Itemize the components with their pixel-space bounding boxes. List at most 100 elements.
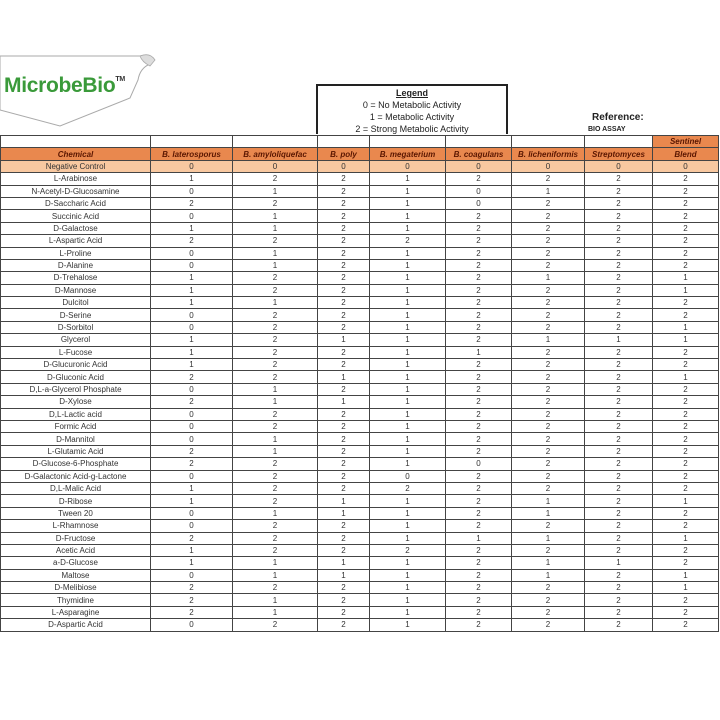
activity-cell: 2 <box>369 481 446 496</box>
activity-cell: 1 <box>369 184 446 198</box>
activity-cell: 2 <box>150 370 233 384</box>
activity-cell: 2 <box>652 419 719 434</box>
activity-cell: 2 <box>232 196 318 211</box>
activity-cell: 2 <box>150 531 233 545</box>
activity-cell: 2 <box>652 196 719 211</box>
activity-cell: 0 <box>150 184 233 198</box>
activity-cell: 0 <box>445 159 512 174</box>
activity-cell: 1 <box>369 506 446 521</box>
legend-item-2: 2 = Strong Metabolic Activity <box>355 124 469 134</box>
activity-cell: 1 <box>584 333 653 347</box>
activity-cell: 2 <box>445 258 512 273</box>
activity-cell: 2 <box>445 506 512 521</box>
table-header-row: Chemical B. laterosporus B. amyloliquefac B… <box>0 147 719 161</box>
activity-cell: 2 <box>445 593 512 607</box>
activity-cell: 2 <box>584 358 653 372</box>
activity-cell: 1 <box>369 333 446 347</box>
activity-cell: 2 <box>317 258 370 273</box>
activity-cell: 2 <box>584 320 653 335</box>
activity-cell: 2 <box>652 246 719 260</box>
activity-cell: 2 <box>652 345 719 360</box>
activity-cell: 1 <box>652 283 719 298</box>
activity-cell: 2 <box>445 568 512 583</box>
header-spacer-cell <box>317 134 370 149</box>
activity-cell: 2 <box>511 395 585 409</box>
activity-cell: 2 <box>445 543 512 558</box>
activity-cell: 2 <box>317 407 370 422</box>
chemical-name: Negative Control <box>0 159 151 174</box>
activity-cell: 2 <box>511 432 585 446</box>
column-header: B. amyloliquefac <box>232 147 318 161</box>
activity-cell: 2 <box>232 271 318 285</box>
activity-cell: 0 <box>150 407 233 422</box>
activity-cell: 1 <box>317 568 370 583</box>
activity-cell: 0 <box>445 457 512 471</box>
chemical-name: D-Fructose <box>0 531 151 545</box>
activity-cell: 1 <box>150 358 233 372</box>
activity-cell: 2 <box>584 618 653 632</box>
activity-cell: 2 <box>511 419 585 434</box>
activity-cell: 1 <box>652 531 719 545</box>
activity-cell: 2 <box>445 296 512 310</box>
activity-cell: 2 <box>317 320 370 335</box>
header-spacer-cell <box>369 134 446 149</box>
activity-cell: 2 <box>232 481 318 496</box>
activity-cell: 2 <box>445 581 512 595</box>
activity-cell: 0 <box>652 159 719 174</box>
activity-cell: 1 <box>232 506 318 521</box>
activity-cell: 2 <box>584 457 653 471</box>
chemical-name: D-Glucuronic Acid <box>0 358 151 372</box>
activity-cell: 0 <box>150 258 233 273</box>
metabolic-activity-table: Sentinel Chemical B. laterosporus B. amylol… <box>0 134 719 632</box>
activity-cell: 1 <box>150 345 233 360</box>
activity-cell: 2 <box>317 221 370 236</box>
table-row: Tween 20 0 1 1 1 2 1 2 2 <box>0 506 719 521</box>
activity-cell: 1 <box>232 184 318 198</box>
activity-cell: 2 <box>317 246 370 260</box>
activity-cell: 2 <box>511 258 585 273</box>
table-row: D-Ribose 1 2 1 1 2 1 2 1 <box>0 494 719 508</box>
activity-cell: 2 <box>652 432 719 446</box>
activity-cell: 0 <box>150 506 233 521</box>
activity-cell: 1 <box>369 296 446 310</box>
activity-cell: 0 <box>150 568 233 583</box>
table-row: D-Aspartic Acid 0 2 2 1 2 2 2 2 <box>0 618 719 632</box>
table-row: D-Xylose 2 1 1 1 2 2 2 2 <box>0 395 719 409</box>
activity-cell: 2 <box>317 271 370 285</box>
activity-cell: 1 <box>232 444 318 459</box>
activity-cell: 2 <box>317 531 370 545</box>
activity-cell: 0 <box>150 246 233 260</box>
activity-cell: 2 <box>652 556 719 570</box>
activity-cell: 2 <box>511 543 585 558</box>
activity-cell: 2 <box>584 271 653 285</box>
activity-cell: 2 <box>511 469 585 483</box>
activity-cell: 2 <box>652 172 719 186</box>
activity-cell: 2 <box>445 234 512 248</box>
activity-cell: 2 <box>511 308 585 322</box>
chemical-name: L-Glutamic Acid <box>0 444 151 459</box>
table-row: D-Glucose-6-Phosphate 2 2 2 1 0 2 2 2 <box>0 457 719 471</box>
activity-cell: 2 <box>584 258 653 273</box>
activity-cell: 2 <box>511 519 585 533</box>
table-row: L-Fucose 1 2 2 1 1 2 2 2 <box>0 345 719 360</box>
activity-cell: 2 <box>317 296 370 310</box>
activity-cell: 2 <box>232 333 318 347</box>
table-row: Glycerol 1 2 1 1 2 1 1 1 <box>0 333 719 347</box>
table-row: D-Glucuronic Acid 1 2 2 1 2 2 2 2 <box>0 358 719 372</box>
activity-cell: 2 <box>445 221 512 236</box>
activity-cell: 2 <box>584 605 653 620</box>
activity-cell: 1 <box>150 172 233 186</box>
activity-cell: 2 <box>232 308 318 322</box>
header-spacer-cell <box>150 134 233 149</box>
activity-cell: 2 <box>317 172 370 186</box>
reference-label: Reference: <box>592 112 644 123</box>
table-row: D-Fructose 2 2 2 1 1 1 2 1 <box>0 531 719 545</box>
activity-cell: 2 <box>232 419 318 434</box>
column-header: B. laterosporus <box>150 147 233 161</box>
table-row: Formic Acid 0 2 2 1 2 2 2 2 <box>0 419 719 434</box>
activity-cell: 2 <box>511 283 585 298</box>
chemical-name: Glycerol <box>0 333 151 347</box>
chemical-name: L-Fucose <box>0 345 151 360</box>
activity-cell: 2 <box>584 593 653 607</box>
table-row: N-Acetyl-D-Glucosamine 0 1 2 1 0 1 2 2 <box>0 184 719 198</box>
